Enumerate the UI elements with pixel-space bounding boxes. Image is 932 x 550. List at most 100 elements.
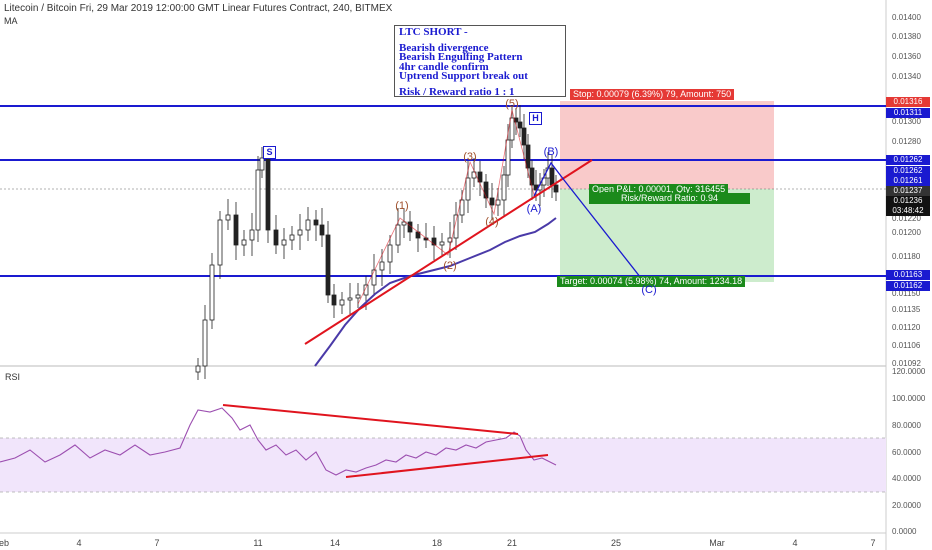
candle-body[interactable] xyxy=(553,184,559,193)
candle-body[interactable] xyxy=(447,237,453,243)
time-tick: 4 xyxy=(76,538,82,548)
candle-body[interactable] xyxy=(241,239,247,246)
candle-body[interactable] xyxy=(225,214,231,221)
candle-body[interactable] xyxy=(233,214,239,246)
rsi-divergence-line[interactable] xyxy=(222,404,519,435)
uptrend-support-line[interactable] xyxy=(304,159,593,345)
candle-body[interactable] xyxy=(305,219,311,231)
candle-body[interactable] xyxy=(319,224,325,236)
candle-body[interactable] xyxy=(339,299,345,306)
candle-body[interactable] xyxy=(517,121,523,129)
candle-body[interactable] xyxy=(431,237,437,246)
note-line: Uptrend Support break out xyxy=(399,70,528,82)
rsi-band xyxy=(0,438,886,492)
candle-body[interactable] xyxy=(259,157,265,171)
trade-note-box[interactable]: LTC SHORT - Bearish divergence Bearish E… xyxy=(394,25,566,97)
candle-body[interactable] xyxy=(549,167,555,186)
price-tick: 0.01106 xyxy=(892,341,921,350)
candle-body[interactable] xyxy=(513,117,519,123)
candle-body[interactable] xyxy=(313,219,319,226)
candle-body[interactable] xyxy=(255,169,261,231)
candle-body[interactable] xyxy=(439,241,445,246)
price-tick: 0.01135 xyxy=(892,305,921,314)
price-tick: 0.01180 xyxy=(892,252,921,261)
rsi-support-line[interactable] xyxy=(345,454,549,478)
candle-body[interactable] xyxy=(355,294,361,299)
risk-reward-label[interactable]: Risk/Reward Ratio: 0.94 xyxy=(589,193,750,204)
candle-body[interactable] xyxy=(483,181,489,199)
price-tick: 0.01400 xyxy=(892,13,921,22)
note-line: 4hr candle confirm xyxy=(399,60,489,73)
candle-body[interactable] xyxy=(521,127,527,146)
rsi-tick: 100.0000 xyxy=(892,394,926,403)
candle-body[interactable] xyxy=(525,144,531,169)
price-tag-current: 0.01237 xyxy=(886,186,930,196)
candle-body[interactable] xyxy=(465,177,471,201)
chart-title: Litecoin / Bitcoin Fri, 29 Mar 2019 12:0… xyxy=(4,3,393,14)
candle-body[interactable] xyxy=(477,171,483,183)
shoulder-marker-s[interactable]: S xyxy=(263,146,276,159)
stop-label[interactable]: Stop: 0.00079 (6.39%) 79, Amount: 750 xyxy=(570,89,735,100)
target-label[interactable]: Target: 0.00074 (5.98%) 74, Amount: 1234… xyxy=(557,276,746,287)
price-tag: 0.01262 xyxy=(886,155,930,165)
head-marker-h[interactable]: H xyxy=(529,112,542,125)
candle-body[interactable] xyxy=(363,284,369,296)
rsi-line[interactable] xyxy=(0,407,557,476)
price-tick: 0.01300 xyxy=(892,117,921,126)
candle-body[interactable] xyxy=(505,139,511,176)
price-tick: 0.01150 xyxy=(892,289,921,298)
projection-path[interactable] xyxy=(533,161,649,288)
candle-body[interactable] xyxy=(331,294,337,306)
candle-body[interactable] xyxy=(347,297,353,301)
candle-body[interactable] xyxy=(273,229,279,246)
candlesticks[interactable] xyxy=(195,105,559,380)
candle-body[interactable] xyxy=(459,199,465,216)
candle-body[interactable] xyxy=(325,234,331,296)
price-tick: 0.01360 xyxy=(892,52,921,61)
candle-body[interactable] xyxy=(489,197,495,206)
price-tick: 0.01280 xyxy=(892,137,921,146)
price-tick: 0.01092 xyxy=(892,359,921,368)
rsi-tick: 40.0000 xyxy=(892,474,921,483)
wave-label-a: (A) xyxy=(526,203,542,215)
candle-body[interactable] xyxy=(395,224,401,246)
open-pnl-label[interactable]: Open P&L: 0.00001, Qty: 316455 xyxy=(589,184,729,195)
candle-body[interactable] xyxy=(387,244,393,263)
wave-label-3: (3) xyxy=(463,151,477,163)
candle-body[interactable] xyxy=(379,261,385,271)
time-tick: 18 xyxy=(431,538,443,548)
rsi-tick: 80.0000 xyxy=(892,421,921,430)
target-zone[interactable] xyxy=(560,189,774,282)
candle-body[interactable] xyxy=(217,219,223,266)
note-risk-reward: Risk / Reward ratio 1 : 1 xyxy=(399,85,515,98)
candle-body[interactable] xyxy=(453,214,459,239)
note-line: Bearish Engulfing Pattern xyxy=(399,51,523,63)
candle-body[interactable] xyxy=(371,269,377,286)
price-tag-stop: 0.01316 xyxy=(886,97,930,107)
candle-body[interactable] xyxy=(297,229,303,236)
candle-body[interactable] xyxy=(265,157,271,231)
candle-body[interactable] xyxy=(509,117,515,141)
moving-average-line[interactable] xyxy=(314,217,557,367)
candle-body[interactable] xyxy=(289,234,295,241)
rsi-tick: 60.0000 xyxy=(892,448,921,457)
rsi-tick: 20.0000 xyxy=(892,501,921,510)
candle-body[interactable] xyxy=(501,174,507,201)
wave-label-2: (2) xyxy=(443,260,457,272)
price-tick: 0.01380 xyxy=(892,32,921,41)
price-tag-last: 0.01236 xyxy=(886,196,930,206)
candle-body[interactable] xyxy=(401,221,407,226)
wave-label-b: (B) xyxy=(543,146,559,158)
candle-body[interactable] xyxy=(195,365,201,373)
candle-body[interactable] xyxy=(281,239,287,246)
time-tick: 7 xyxy=(870,538,876,548)
countdown-tag: 03:48:42 xyxy=(886,206,930,216)
candle-body[interactable] xyxy=(249,229,255,241)
elliott-wave-path[interactable] xyxy=(357,109,552,305)
indicator-label: MA xyxy=(4,16,18,26)
candle-body[interactable] xyxy=(529,167,535,186)
stop-zone[interactable] xyxy=(560,101,774,189)
candle-body[interactable] xyxy=(209,264,215,321)
candle-body[interactable] xyxy=(202,319,208,367)
